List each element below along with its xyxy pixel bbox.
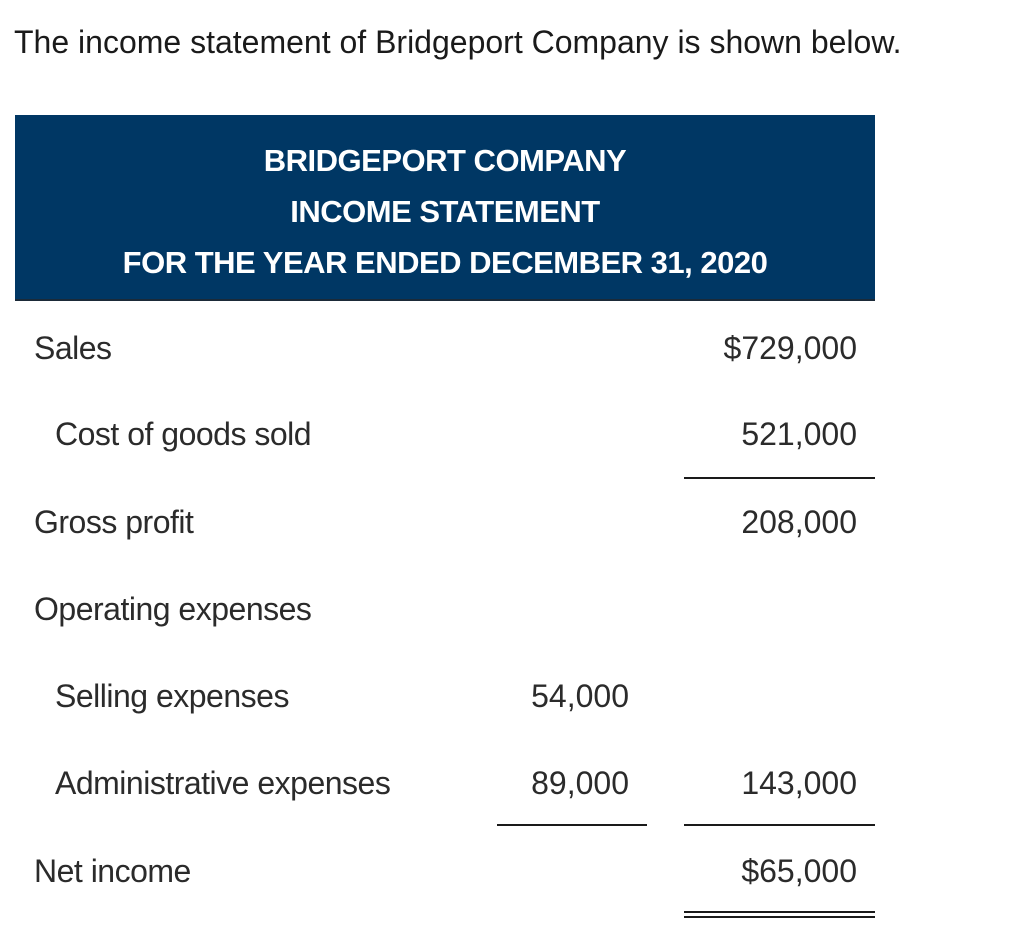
amount-detail: 89,000 (531, 765, 629, 801)
row-label: Sales (34, 330, 112, 366)
double-underline-bottom (684, 916, 875, 918)
row-label: Administrative expenses (55, 765, 391, 801)
company-name: BRIDGEPORT COMPANY (263, 143, 627, 178)
row-label: Gross profit (34, 504, 194, 540)
amount-total: $65,000 (741, 853, 857, 889)
row-cost-of-goods-sold: Cost of goods sold 521,000 (15, 409, 875, 459)
subtotal-rule (684, 477, 875, 479)
row-sales: Sales $729,000 (15, 323, 875, 373)
row-selling-expenses: Selling expenses 54,000 (15, 671, 875, 721)
income-statement-table: BRIDGEPORT COMPANY INCOME STATEMENT FOR … (15, 115, 875, 918)
detail-subtotal-rule (497, 824, 647, 826)
subtotal-rule (684, 824, 875, 826)
intro-text: The income statement of Bridgeport Compa… (14, 24, 902, 60)
row-administrative-expenses: Administrative expenses 89,000 143,000 (15, 758, 875, 808)
row-label: Cost of goods sold (55, 416, 312, 452)
statement-header: BRIDGEPORT COMPANY INCOME STATEMENT FOR … (15, 115, 875, 301)
row-label: Net income (34, 853, 191, 889)
amount-total: 521,000 (741, 416, 857, 452)
row-operating-expenses: Operating expenses (15, 584, 875, 634)
row-net-income: Net income $65,000 (15, 846, 875, 896)
row-label: Operating expenses (34, 591, 312, 627)
amount-total: 208,000 (741, 504, 857, 540)
row-label: Selling expenses (55, 678, 289, 714)
amount-total: 143,000 (741, 765, 857, 801)
amount-total: $729,000 (723, 330, 857, 366)
statement-period: FOR THE YEAR ENDED DECEMBER 31, 2020 (122, 245, 768, 280)
amount-detail: 54,000 (531, 678, 629, 714)
double-underline-top (684, 911, 875, 913)
row-gross-profit: Gross profit 208,000 (15, 497, 875, 547)
statement-title: INCOME STATEMENT (290, 194, 600, 229)
